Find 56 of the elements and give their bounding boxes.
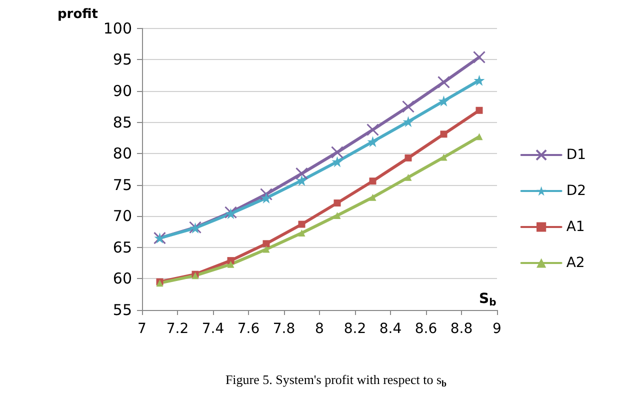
point <box>260 188 272 200</box>
x-tick-label: 7.4 <box>202 321 224 337</box>
y-tick-label: 55 <box>112 301 132 319</box>
point <box>262 246 270 253</box>
point <box>262 240 270 248</box>
x-tick-label: 9 <box>492 321 502 337</box>
point <box>474 74 485 86</box>
x-tick-label: 7.6 <box>237 321 260 337</box>
x-tick-label: 7.2 <box>166 321 189 337</box>
legend-label: D2 <box>566 183 586 199</box>
y-tick-label: 95 <box>112 50 132 69</box>
point <box>298 230 306 237</box>
point <box>404 174 412 181</box>
point <box>404 154 412 162</box>
point <box>260 192 272 204</box>
y-tick-label: 85 <box>112 113 132 132</box>
x-tick-label: 8.8 <box>450 321 473 337</box>
point <box>227 260 234 268</box>
y-axis-title: profit <box>58 7 98 22</box>
legend-label: A2 <box>566 255 585 271</box>
point <box>369 178 376 185</box>
point <box>440 154 448 161</box>
point <box>369 194 376 201</box>
legend-label: A1 <box>566 219 585 235</box>
point <box>334 199 341 206</box>
point <box>332 156 343 168</box>
x-tick-label: 8.4 <box>379 321 402 337</box>
point <box>331 146 344 159</box>
x-tick-label: 8.2 <box>344 321 366 337</box>
x-tick-label: 7 <box>138 321 146 337</box>
point <box>227 257 234 264</box>
y-tick-label: 75 <box>112 176 132 194</box>
y-tick-label: 65 <box>112 238 132 256</box>
point <box>438 76 450 88</box>
point <box>476 106 483 114</box>
point <box>296 174 308 186</box>
y-tick-label: 60 <box>112 270 132 288</box>
point <box>476 133 483 140</box>
legend-label: D1 <box>566 147 586 163</box>
y-tick-label: 80 <box>112 144 132 163</box>
y-tick-label: 90 <box>112 82 132 100</box>
point <box>473 50 486 64</box>
point <box>438 95 450 106</box>
point <box>440 130 448 138</box>
point <box>298 220 306 228</box>
point <box>402 100 414 113</box>
point <box>366 124 379 136</box>
point <box>367 136 378 148</box>
y-tick-label: 100 <box>103 19 132 38</box>
y-tick-label: 70 <box>112 207 132 226</box>
point <box>402 116 414 128</box>
point <box>334 212 341 220</box>
x-tick-label: 7.8 <box>272 321 296 337</box>
x-tick-label: 8 <box>315 321 324 337</box>
point <box>296 167 308 180</box>
x-tick-label: 8.6 <box>414 321 438 337</box>
